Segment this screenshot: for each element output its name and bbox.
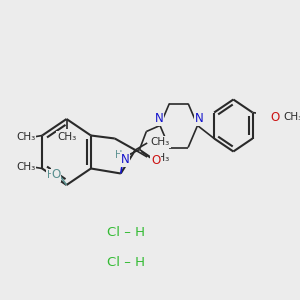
- Text: Cl – H: Cl – H: [107, 226, 145, 238]
- Text: Cl – H: Cl – H: [107, 256, 145, 268]
- Text: CH₃: CH₃: [16, 161, 35, 172]
- Text: O: O: [151, 154, 160, 167]
- Text: O: O: [51, 169, 61, 182]
- Text: O: O: [271, 111, 280, 124]
- Text: CH₃: CH₃: [151, 153, 170, 163]
- Text: H: H: [116, 151, 123, 160]
- Text: CH₃: CH₃: [57, 132, 76, 142]
- Text: N: N: [121, 153, 129, 166]
- Text: CH₃: CH₃: [16, 133, 35, 142]
- Text: N: N: [155, 112, 164, 125]
- Text: CH₃: CH₃: [283, 112, 300, 122]
- Text: H: H: [47, 170, 55, 180]
- Text: N: N: [195, 112, 204, 125]
- Text: CH₃: CH₃: [151, 137, 170, 147]
